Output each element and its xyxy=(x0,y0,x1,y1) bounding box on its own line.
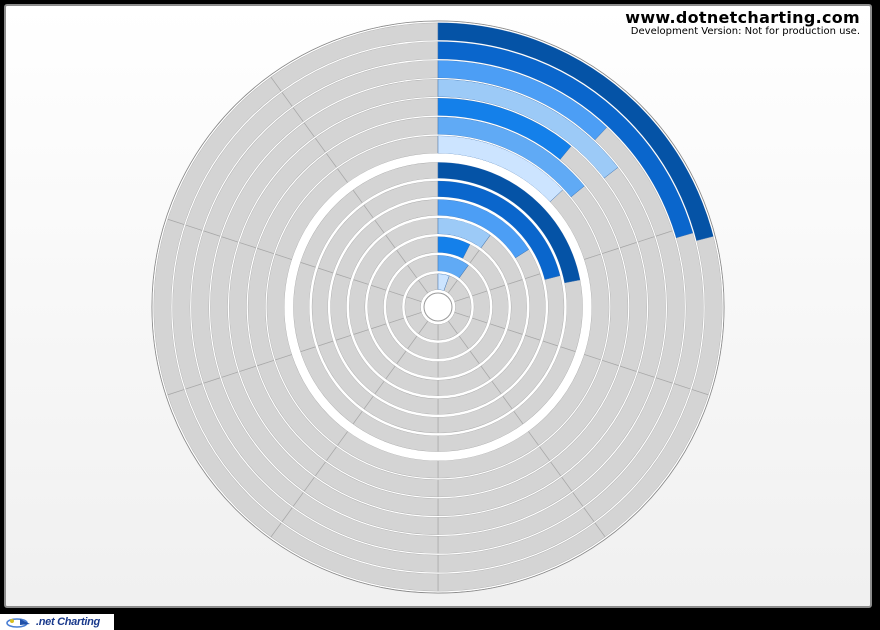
inner-gauge-track-1-2 xyxy=(471,290,491,324)
outer-gauge-ring-6 xyxy=(171,40,705,574)
outer-gauge-ring-7 xyxy=(152,21,724,593)
outer-gauge-ring-4 xyxy=(208,77,668,537)
inner-gauge-ring-5 xyxy=(327,196,549,418)
inner-gauge xyxy=(290,159,586,455)
outer-gauge-ring-3 xyxy=(227,96,649,518)
inner-gauge-ring-7 xyxy=(290,159,586,455)
inner-gauge-ring-1 xyxy=(402,271,474,343)
radial-gauge-chart xyxy=(151,20,725,594)
inner-gauge-track-2-2 xyxy=(489,284,509,330)
outer-gauge-ring-0 xyxy=(284,153,592,461)
inner-gauge-ring-0 xyxy=(420,289,456,325)
dotnetcharting-swoosh-icon xyxy=(6,618,30,628)
chart-frame: www.dotnetcharting.com Development Versi… xyxy=(4,4,872,608)
outer-gauge-ring-2 xyxy=(246,115,630,499)
watermark-note-label: Development Version: Not for production … xyxy=(630,26,860,37)
outer-gauge-ring-5 xyxy=(190,59,686,555)
gauge-hub xyxy=(423,292,453,322)
footer-logo: .net Charting xyxy=(0,614,114,630)
outer-gauge-ring-1 xyxy=(265,134,611,480)
inner-gauge-ring-4 xyxy=(346,215,530,399)
inner-gauge-track-2-7 xyxy=(367,284,387,330)
outer-gauge xyxy=(152,21,724,593)
inner-gauge-ring-3 xyxy=(365,234,511,380)
inner-gauge-ring-2 xyxy=(383,252,493,362)
watermark-site-label: www.dotnetcharting.com xyxy=(625,8,860,27)
inner-gauge-track-1-7 xyxy=(385,290,405,324)
inner-gauge-ring-6 xyxy=(309,178,567,436)
logo-text: .net Charting xyxy=(36,616,100,628)
